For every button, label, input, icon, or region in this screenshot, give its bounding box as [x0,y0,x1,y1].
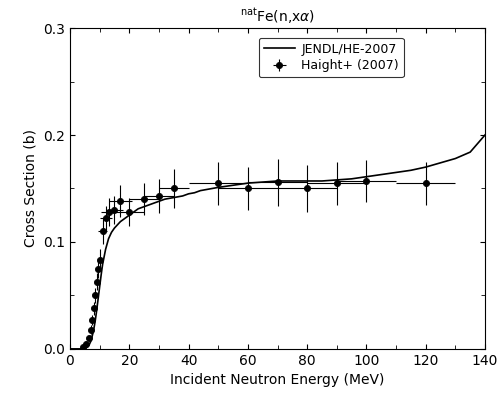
Legend: JENDL/HE-2007, Haight+ (2007): JENDL/HE-2007, Haight+ (2007) [259,38,404,77]
JENDL/HE-2007 [408,168,414,173]
JENDL/HE-2007 [274,178,280,183]
JENDL/HE-2007 [96,284,102,289]
JENDL/HE-2007 [88,339,94,344]
JENDL/HE-2007 [106,236,112,241]
JENDL/HE-2007 [482,133,488,138]
Line: JENDL/HE-2007: JENDL/HE-2007 [70,135,485,349]
Y-axis label: Cross Section (b): Cross Section (b) [24,130,38,247]
JENDL/HE-2007 [129,211,135,215]
Title: $^{\mathrm{nat}}$Fe(n,x$\alpha$): $^{\mathrm{nat}}$Fe(n,x$\alpha$) [240,6,315,26]
JENDL/HE-2007 [68,346,73,351]
X-axis label: Incident Neutron Energy (MeV): Incident Neutron Energy (MeV) [170,373,384,387]
